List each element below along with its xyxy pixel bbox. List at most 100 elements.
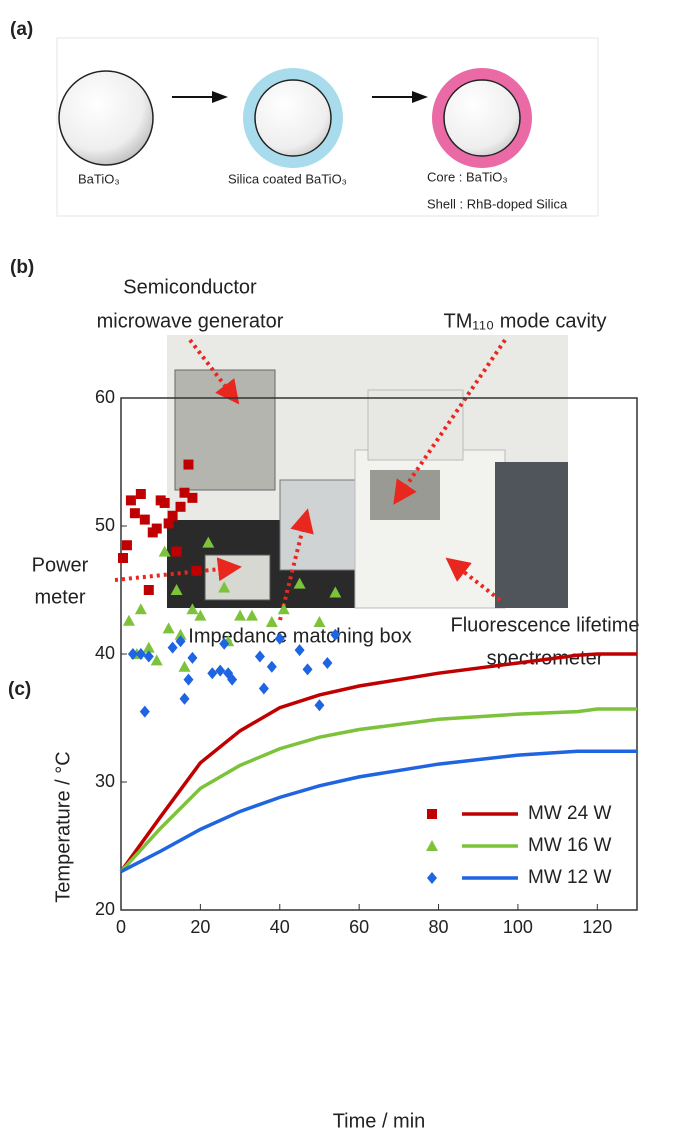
square-marker <box>139 514 150 525</box>
triangle-marker <box>150 654 163 666</box>
triangle-marker <box>142 641 155 653</box>
x-tick-label: 0 <box>116 917 126 937</box>
annotation: Impedance matching box <box>188 625 411 647</box>
x-tick-label: 60 <box>349 917 369 937</box>
diamond-marker <box>227 673 238 686</box>
triangle-marker <box>265 616 278 627</box>
triangle-marker <box>162 622 175 634</box>
triangle-marker <box>293 577 306 589</box>
panel-label: (a) <box>10 19 33 40</box>
triangle-marker <box>186 603 199 615</box>
y-tick-label: 30 <box>95 771 115 791</box>
square-marker <box>121 540 132 551</box>
diamond-marker <box>207 667 218 680</box>
annotation: Fluorescence lifetime <box>451 614 640 636</box>
pointer <box>114 557 242 582</box>
triangle-marker <box>245 609 258 621</box>
legend-marker <box>427 872 437 884</box>
x-tick-label: 120 <box>582 917 612 937</box>
diamond-marker <box>258 682 269 695</box>
y-tick-label: 40 <box>95 643 115 663</box>
annotation: TM₁₁₀ mode cavity <box>444 310 607 332</box>
square-marker <box>129 508 140 519</box>
diamond-marker <box>314 699 325 712</box>
legend-label: MW 16 W <box>528 835 611 856</box>
particle-ring <box>243 68 343 168</box>
particle <box>58 70 154 166</box>
caption: BaTiO₃ <box>78 171 120 186</box>
x-axis-title: Time / min <box>333 1110 426 1132</box>
y-axis-title: Temperature / °C <box>52 751 74 902</box>
diamond-marker <box>274 632 285 645</box>
diamond-marker <box>127 648 138 660</box>
triangle-marker <box>174 628 187 640</box>
legend-marker <box>426 840 438 851</box>
caption: Shell : RhB-doped Silica <box>427 196 568 211</box>
square-marker <box>171 546 182 557</box>
y-tick-label: 50 <box>95 515 115 535</box>
diamond-marker <box>167 641 178 654</box>
diamond-marker <box>179 692 190 705</box>
triangle-marker <box>178 660 191 672</box>
caption: Silica coated BaTiO₃ <box>228 171 347 186</box>
panel-label: (c) <box>8 679 31 700</box>
curve <box>119 707 637 873</box>
diamond-marker <box>143 650 154 663</box>
square-marker <box>179 487 190 498</box>
diamond-marker <box>139 705 150 718</box>
square-marker <box>191 565 202 576</box>
square-marker <box>187 492 198 503</box>
diamond-marker <box>135 648 146 660</box>
x-tick-label: 20 <box>190 917 210 937</box>
annotation: meter <box>34 586 85 608</box>
square-marker <box>167 510 178 521</box>
curve <box>119 652 637 873</box>
diamond-marker <box>322 656 333 669</box>
x-tick-label: 100 <box>503 917 533 937</box>
legend-marker <box>427 809 437 819</box>
annotation: Power <box>32 554 89 576</box>
diamond-marker <box>254 650 265 663</box>
particle <box>254 79 332 157</box>
panel-frame <box>56 37 599 217</box>
annotation: Semiconductor <box>123 276 257 298</box>
panel-label: (b) <box>10 257 34 278</box>
square-marker <box>125 495 136 506</box>
triangle-marker <box>194 609 207 621</box>
diamond-marker <box>175 635 186 648</box>
y-tick-label: 20 <box>95 899 115 919</box>
square-marker <box>163 518 174 529</box>
triangle-marker <box>122 614 135 626</box>
legend-label: MW 12 W <box>528 867 611 888</box>
particle-ring <box>432 68 532 168</box>
triangle-marker <box>158 545 171 557</box>
square-marker <box>183 459 194 470</box>
pointer <box>188 338 240 405</box>
diamond-marker <box>302 663 313 676</box>
x-tick-label: 80 <box>429 917 449 937</box>
square-marker <box>175 501 186 512</box>
pointer <box>445 557 502 602</box>
caption: Core : BaTiO₃ <box>427 169 508 184</box>
square-marker <box>159 497 170 508</box>
triangle-marker <box>234 609 247 621</box>
triangle-marker <box>329 586 342 598</box>
diamond-marker <box>266 660 277 673</box>
triangle-marker <box>170 584 183 595</box>
diamond-marker <box>294 644 305 657</box>
legend-label: MW 24 W <box>528 803 611 824</box>
square-marker <box>151 523 162 534</box>
triangle-marker <box>277 603 290 615</box>
curve <box>120 749 637 874</box>
triangle-marker <box>134 603 147 615</box>
diamond-marker <box>215 664 226 677</box>
triangle-marker <box>202 536 215 548</box>
particle <box>443 79 521 157</box>
y-tick-label: 60 <box>95 387 115 407</box>
annotation: microwave generator <box>97 310 284 332</box>
pointer <box>278 508 314 621</box>
pointer <box>393 338 507 505</box>
square-marker <box>117 553 128 563</box>
diamond-marker <box>183 673 194 686</box>
